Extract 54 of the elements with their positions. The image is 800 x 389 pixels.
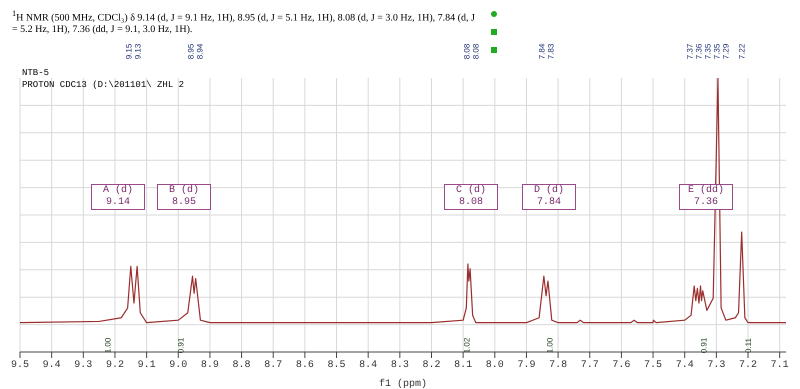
x-tick-label: 7.1	[770, 360, 789, 372]
x-tick-label: 9.2	[106, 360, 124, 372]
x-tick-label: 8.0	[486, 360, 504, 372]
x-tick-label: 8.4	[359, 360, 378, 372]
text: 8.94	[195, 43, 204, 59]
text: 1.00	[546, 338, 555, 354]
text: 8.95	[186, 43, 196, 59]
x-tick-label: 8.8	[232, 360, 251, 372]
text: 7.37	[684, 43, 694, 59]
text: 7.36	[694, 43, 703, 59]
text: 7.22	[737, 43, 746, 59]
x-tick-label: 9.3	[74, 360, 92, 372]
x-tick-label: 8.2	[422, 360, 440, 372]
text: 1.02	[462, 338, 472, 354]
text: 9.15	[124, 43, 134, 59]
text: 1.00	[104, 338, 113, 354]
text: 0.91	[176, 338, 186, 354]
x-tick-label: 8.7	[264, 360, 282, 372]
x-tick-label: 8.5	[328, 360, 346, 372]
annotation: PROTON CDC13 (D:\201101\ ZHL 2	[22, 80, 184, 90]
x-tick-label: 8.6	[296, 360, 314, 372]
x-tick-label: 9.1	[138, 360, 156, 372]
x-tick-label: 7.5	[644, 360, 662, 372]
x-tick-label: 7.9	[517, 360, 536, 372]
text: 7.35	[702, 43, 712, 59]
x-axis-title: f1 (ppm)	[378, 378, 428, 389]
x-tick-label: 7.4	[676, 360, 694, 372]
text: 8.08	[470, 43, 480, 59]
annotation: A (d) 9.14	[91, 184, 145, 210]
x-tick-label: 8.3	[390, 360, 409, 372]
text: 7.29	[720, 43, 730, 59]
x-tick-label: 8.9	[200, 360, 219, 372]
x-tick-label: 9.4	[42, 360, 61, 372]
x-tick-label: 9.5	[10, 360, 30, 372]
x-tick-label: 7.6	[612, 360, 630, 372]
annotation: C (d) 8.08	[444, 184, 498, 210]
annotation: D (d) 7.84	[522, 184, 576, 210]
text: 8.08	[462, 43, 471, 59]
chart-title: $^{1}$H NMR (500 MHz, CDCl₃) δ 9.14 (d, J = 9.1 Hz, 1H), 8.95 (d, J = 5.1 Hz, 1H), 8.08 (d, J = 3.0 Hz, 1H), 7.84 (d, J = 5.2 Hz, 1H), 7.36 (dd, J = 9.1, 3.0 Hz, 1H).	[12, 8, 476, 36]
text: 7.84	[538, 43, 547, 59]
x-tick-label: 7.8	[549, 360, 568, 372]
x-tick-label: 9.0	[169, 360, 188, 372]
x-tick-label: 8.1	[454, 360, 472, 372]
annotation: E (dd) 7.36	[679, 184, 733, 210]
x-tick-label: 7.2	[739, 360, 758, 372]
text: 0.91	[700, 338, 709, 354]
text: 7.83	[546, 43, 556, 59]
text: 0.11	[744, 338, 753, 353]
x-tick-label: 7.3	[707, 360, 726, 372]
text: 9.13	[134, 43, 143, 59]
text: 7.35	[712, 43, 721, 59]
annotation: NTB-5	[22, 68, 50, 78]
annotation: B (d) 8.95	[157, 184, 211, 210]
x-tick-label: 7.7	[580, 360, 599, 372]
